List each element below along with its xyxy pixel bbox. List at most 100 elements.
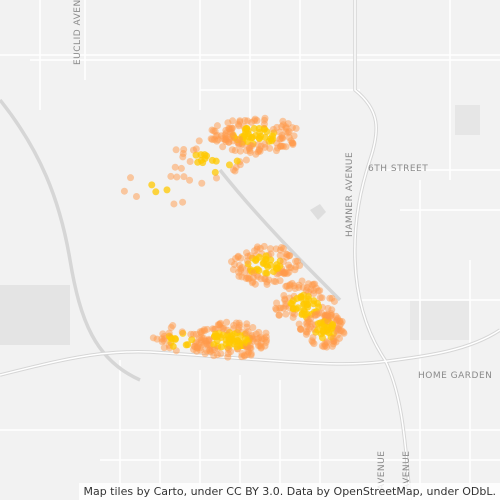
point	[318, 334, 326, 342]
point	[179, 198, 187, 206]
point	[324, 310, 332, 318]
point	[217, 350, 225, 358]
point	[315, 303, 323, 311]
point	[203, 152, 211, 160]
point	[279, 245, 287, 253]
point	[208, 346, 216, 354]
point	[231, 260, 239, 268]
point	[278, 133, 286, 141]
point	[297, 326, 305, 334]
point	[261, 133, 269, 141]
point	[290, 282, 298, 290]
point	[249, 274, 257, 282]
point	[288, 300, 296, 308]
point	[148, 181, 156, 189]
point	[212, 157, 220, 165]
point	[198, 179, 206, 187]
point	[187, 330, 195, 338]
point	[263, 336, 271, 344]
point	[225, 161, 233, 169]
point	[195, 137, 203, 145]
point	[256, 244, 264, 252]
point	[263, 128, 271, 136]
point	[256, 342, 264, 350]
block	[410, 300, 470, 340]
park	[0, 285, 70, 345]
point	[337, 320, 345, 328]
point	[210, 341, 218, 349]
point	[294, 304, 302, 312]
point	[234, 253, 242, 261]
street-label: HOME GARDEN	[418, 371, 492, 381]
point	[171, 335, 179, 343]
street-label: AVENUE	[402, 451, 412, 490]
point	[281, 296, 289, 304]
point	[219, 331, 227, 339]
point	[208, 126, 216, 134]
point	[309, 338, 317, 346]
block	[455, 105, 480, 135]
point	[297, 293, 305, 301]
point	[277, 304, 285, 312]
incident-points	[120, 114, 348, 361]
point	[314, 326, 322, 334]
point	[287, 137, 295, 145]
point	[169, 322, 177, 330]
point	[233, 157, 241, 165]
point	[186, 157, 194, 165]
point	[249, 324, 257, 332]
point	[180, 173, 188, 181]
point	[194, 344, 202, 352]
street-label: HAMNER AVENUE	[345, 152, 355, 237]
point	[203, 325, 211, 333]
point	[224, 119, 232, 127]
point	[235, 272, 243, 280]
point	[225, 138, 233, 146]
point	[252, 255, 260, 263]
point	[182, 341, 190, 349]
point	[169, 342, 177, 350]
water	[310, 204, 326, 220]
point	[266, 245, 274, 253]
point	[246, 341, 254, 349]
point	[286, 252, 294, 260]
point	[219, 135, 227, 143]
point	[149, 334, 157, 342]
point	[314, 320, 322, 328]
point	[242, 329, 250, 337]
point	[262, 269, 270, 277]
point	[196, 334, 204, 342]
point	[339, 328, 347, 336]
street-label: 6TH STREET	[368, 164, 428, 174]
point	[272, 264, 280, 272]
point	[160, 337, 168, 345]
point	[197, 151, 205, 159]
point	[152, 188, 160, 196]
point	[235, 338, 243, 346]
point	[200, 340, 208, 348]
point	[244, 274, 252, 282]
point	[301, 311, 309, 319]
point	[197, 156, 205, 164]
point	[272, 304, 280, 312]
point	[329, 334, 337, 342]
street-label: EUCLID AVENUE	[73, 0, 83, 65]
point	[255, 145, 263, 153]
point	[219, 143, 227, 151]
point	[120, 187, 128, 195]
point	[316, 294, 324, 302]
point	[212, 174, 220, 182]
point	[266, 144, 274, 152]
point	[229, 166, 237, 174]
point	[310, 297, 318, 305]
point	[256, 129, 264, 137]
point	[277, 142, 285, 150]
point	[179, 153, 187, 161]
point	[319, 327, 327, 335]
point	[243, 137, 251, 145]
point	[160, 344, 168, 352]
point	[170, 200, 178, 208]
